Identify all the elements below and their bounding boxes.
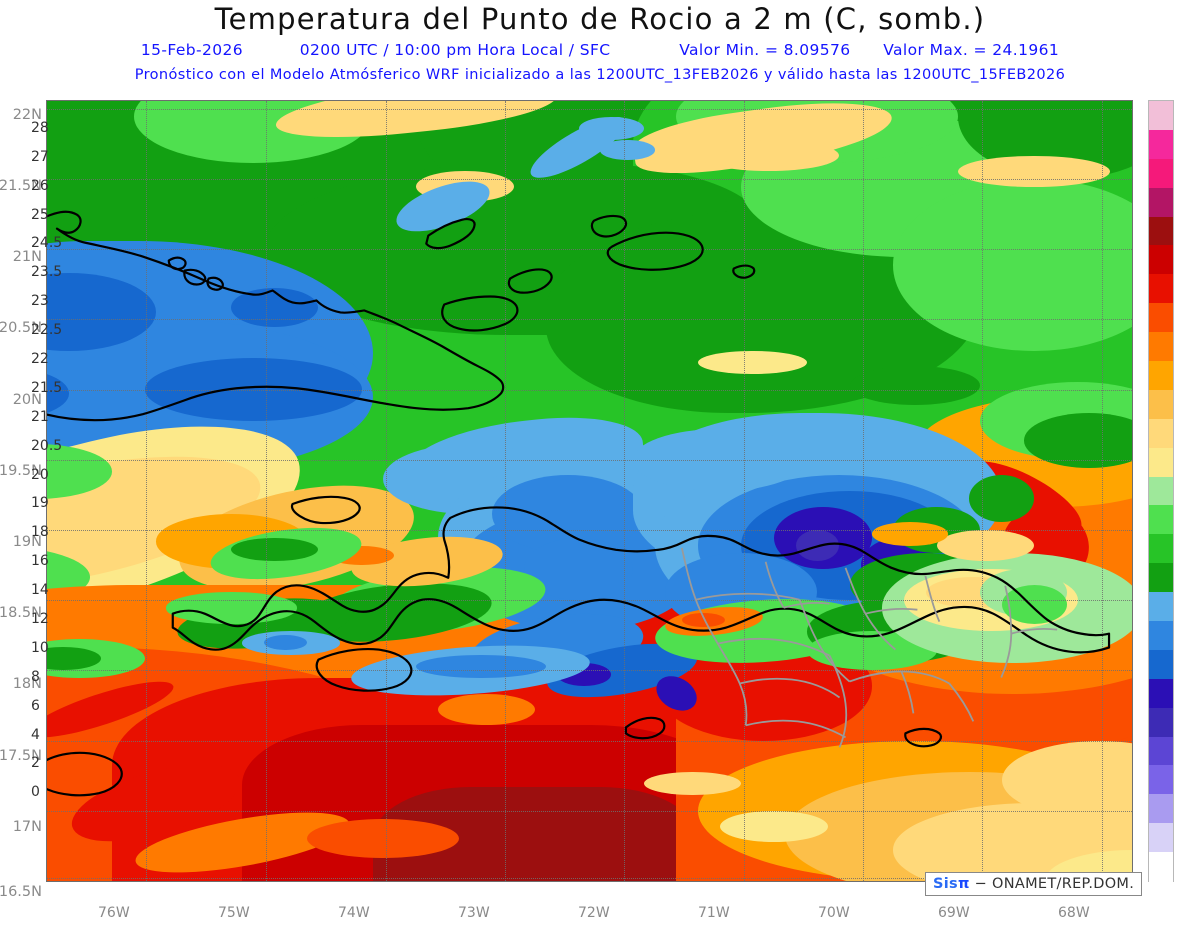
- y-tick-label: 20.5N: [0, 320, 42, 336]
- colorbar-band: [1149, 216, 1173, 247]
- x-tick-label: 76W: [98, 905, 130, 921]
- colorbar-tick-label: 12: [31, 611, 49, 627]
- colorbar-tick-label: 21.5: [31, 379, 63, 396]
- y-tick-label: 17.5N: [0, 748, 42, 764]
- colorbar-band: [1149, 447, 1173, 478]
- colorbar-band: [1149, 707, 1173, 738]
- logo-pi-icon: π: [957, 876, 970, 892]
- y-tick-label: 19.5N: [0, 463, 42, 479]
- colorbar-band: [1149, 736, 1173, 767]
- y-tick-label: 18.5N: [0, 605, 42, 621]
- y-tick-label: 21.5N: [0, 178, 42, 194]
- colorbar-tick-label: 18: [31, 524, 49, 541]
- colorbar-band: [1149, 505, 1173, 535]
- colorbar-tick-label: 21: [31, 408, 49, 425]
- colorbar-tick-label: 19: [31, 495, 49, 512]
- colorbar-tick-label: 23: [31, 293, 49, 310]
- onamet-logo: Sisπ − ONAMET/REP.DOM.: [925, 872, 1143, 896]
- y-tick-label: 19N: [12, 534, 42, 550]
- colorbar-tick-label: 8: [31, 668, 40, 685]
- colorbar-band: [1149, 765, 1173, 795]
- colorbar-tick-label: 4: [31, 726, 40, 743]
- colorbar-band: [1149, 476, 1173, 507]
- x-tick-label: 71W: [698, 905, 730, 921]
- colorbar-band: [1149, 649, 1173, 680]
- colorbar-band: [1149, 187, 1173, 218]
- colorbar-band: [1149, 592, 1173, 622]
- colorbar-tick-label: 28: [31, 119, 49, 136]
- value-min-label: Valor Min. = 8.09576: [679, 41, 851, 59]
- y-tick-label: 21N: [12, 249, 42, 265]
- coastline-overlay: [47, 210, 1111, 797]
- colorbar-tick-label: 27: [31, 148, 49, 165]
- colorbar-tick-label: 22.5: [31, 322, 63, 339]
- colorbar-band: [1149, 361, 1173, 391]
- map-plot-area[interactable]: [46, 100, 1133, 882]
- x-tick-label: 69W: [938, 905, 970, 921]
- logo-agency-text: − ONAMET/REP.DOM.: [969, 876, 1135, 892]
- colorbar-tick-label: 16: [31, 553, 49, 570]
- y-tick-label: 18N: [12, 676, 42, 692]
- colorbar-band: [1149, 852, 1173, 882]
- colorbar-tick-label: 23.5: [31, 264, 63, 281]
- x-tick-label: 68W: [1058, 905, 1090, 921]
- y-tick-label: 16.5N: [0, 884, 42, 900]
- x-tick-label: 73W: [458, 905, 490, 921]
- forecast-date: 15-Feb-2026: [140, 41, 244, 59]
- y-tick-label: 20N: [12, 392, 42, 408]
- colorbar-band: [1149, 534, 1173, 564]
- colorbar-tick-label: 22: [31, 351, 49, 367]
- colorbar-band: [1149, 332, 1173, 362]
- page-title: Temperatura del Punto de Rocio a 2 m (C,…: [214, 2, 986, 36]
- colorbar-tick-label: 20.5: [31, 437, 63, 454]
- colorbar-band: [1149, 621, 1173, 651]
- colorbar-tick-label: 6: [31, 697, 40, 714]
- colorbar-tick-label: 24.5: [31, 235, 63, 252]
- colorbar-tick-label: 0: [31, 784, 40, 801]
- colorbar-band: [1149, 678, 1173, 709]
- colorbar-band: [1149, 303, 1173, 333]
- colorbar-band: [1149, 101, 1173, 131]
- colorbar-band: [1149, 794, 1173, 824]
- colorbar-tick-label: 2: [31, 755, 40, 772]
- y-tick-label: 17N: [12, 819, 42, 835]
- x-tick-label: 75W: [218, 905, 250, 921]
- y-tick-label: 22N: [12, 107, 42, 123]
- colorbar-band: [1149, 158, 1173, 189]
- colorbar-tick-label: 20: [31, 466, 49, 483]
- colorbar-band: [1149, 563, 1173, 593]
- dewpoint-shaded-field: [47, 101, 1132, 881]
- colorbar-tick-label: 10: [31, 639, 49, 656]
- value-max-label: Valor Max. = 24.1961: [883, 41, 1060, 59]
- colorbar-tick-label: 25: [31, 206, 49, 223]
- header: Temperatura del Punto de Rocio a 2 m (C,…: [0, 0, 1200, 95]
- x-tick-label: 72W: [578, 905, 610, 921]
- colorbar-band: [1149, 389, 1173, 420]
- colorbar-band: [1149, 245, 1173, 275]
- valid-time: 0200 UTC / 10:00 pm Hora Local / SFC: [299, 41, 611, 59]
- colorbar-tick-label: 26: [31, 177, 49, 194]
- x-tick-label: 70W: [818, 905, 850, 921]
- logo-sis-text: Sis: [933, 876, 958, 892]
- colorbar-band: [1149, 823, 1173, 853]
- x-tick-label: 74W: [338, 905, 370, 921]
- header-subtitle-line-1: 15-Feb-2026 0200 UTC / 10:00 pm Hora Loc…: [0, 41, 1200, 59]
- colorbar-band: [1149, 418, 1173, 449]
- colorbar[interactable]: [1148, 100, 1174, 882]
- colorbar-tick-label: 14: [31, 582, 49, 599]
- colorbar-band: [1149, 129, 1173, 160]
- colorbar-band: [1149, 274, 1173, 304]
- model-note: Pronóstico con el Modelo Atmósferico WRF…: [134, 67, 1066, 83]
